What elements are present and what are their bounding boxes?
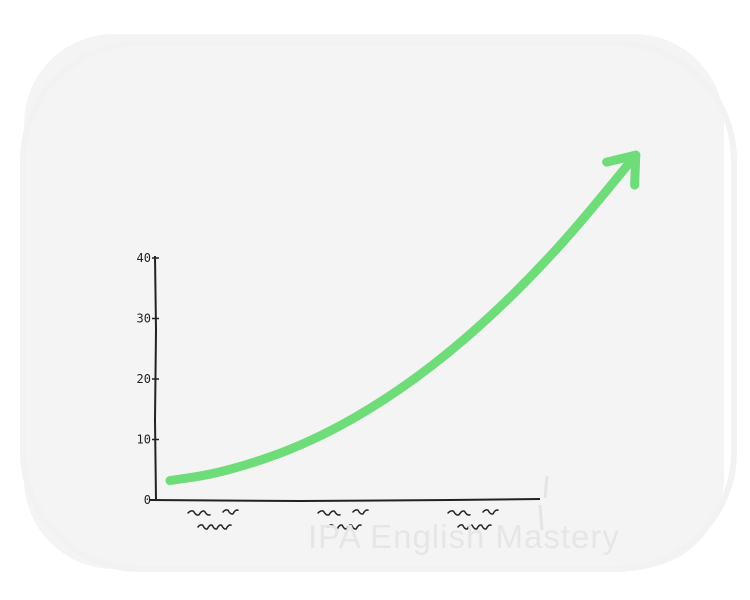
series-arrowhead: [602, 150, 641, 190]
x-tick-scribble: [187, 510, 211, 516]
x-tick-scribble: [317, 510, 341, 516]
series-layer: [165, 150, 641, 486]
decorative-frame: [20, 40, 737, 572]
y-tick-label: 10: [137, 433, 151, 447]
x-axis-end-stub: [543, 475, 549, 499]
y-tick-label: 30: [137, 312, 151, 326]
y-tick-label: 40: [137, 251, 151, 265]
axes: [149, 255, 549, 531]
x-axis-end-stub-lower: [538, 504, 544, 531]
x-tick-scribble: [447, 510, 471, 516]
x-tick-scribble: [327, 524, 362, 530]
series-line: [165, 150, 641, 486]
watermark-text: IPA English Mastery: [308, 518, 620, 555]
x-axis: [149, 498, 541, 503]
x-tick-scribble: [457, 524, 492, 530]
y-ticks: 0 10 20 30 40: [137, 251, 159, 507]
x-tick-scribble: [222, 509, 239, 515]
x-tick-scribble: [352, 509, 369, 515]
x-tick-scribble: [482, 509, 499, 515]
card-background: [24, 34, 724, 569]
x-tick-scribbles: [187, 509, 499, 530]
y-axis: [153, 255, 158, 501]
y-tick-label: 20: [137, 372, 151, 386]
y-tick-label: 0: [144, 493, 151, 507]
x-tick-scribble: [197, 524, 232, 530]
